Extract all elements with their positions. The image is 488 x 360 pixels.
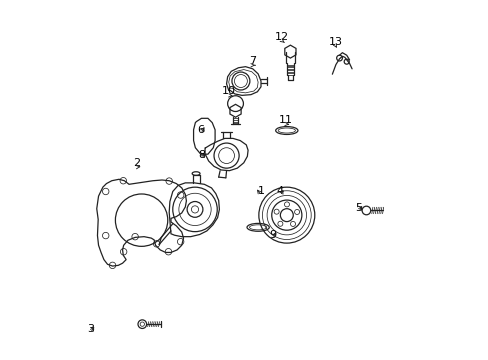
Text: 8: 8 <box>198 150 204 160</box>
Text: 10: 10 <box>221 86 235 96</box>
Text: 1: 1 <box>258 186 264 197</box>
Text: 11: 11 <box>278 115 292 125</box>
Text: 12: 12 <box>275 32 288 41</box>
Text: 13: 13 <box>328 37 342 47</box>
Text: 4: 4 <box>276 186 284 197</box>
Text: 7: 7 <box>248 56 255 66</box>
Text: 6: 6 <box>197 125 204 135</box>
Text: 5: 5 <box>354 203 361 213</box>
Text: 3: 3 <box>86 324 94 334</box>
Text: 9: 9 <box>268 230 275 239</box>
Text: 2: 2 <box>133 158 140 168</box>
